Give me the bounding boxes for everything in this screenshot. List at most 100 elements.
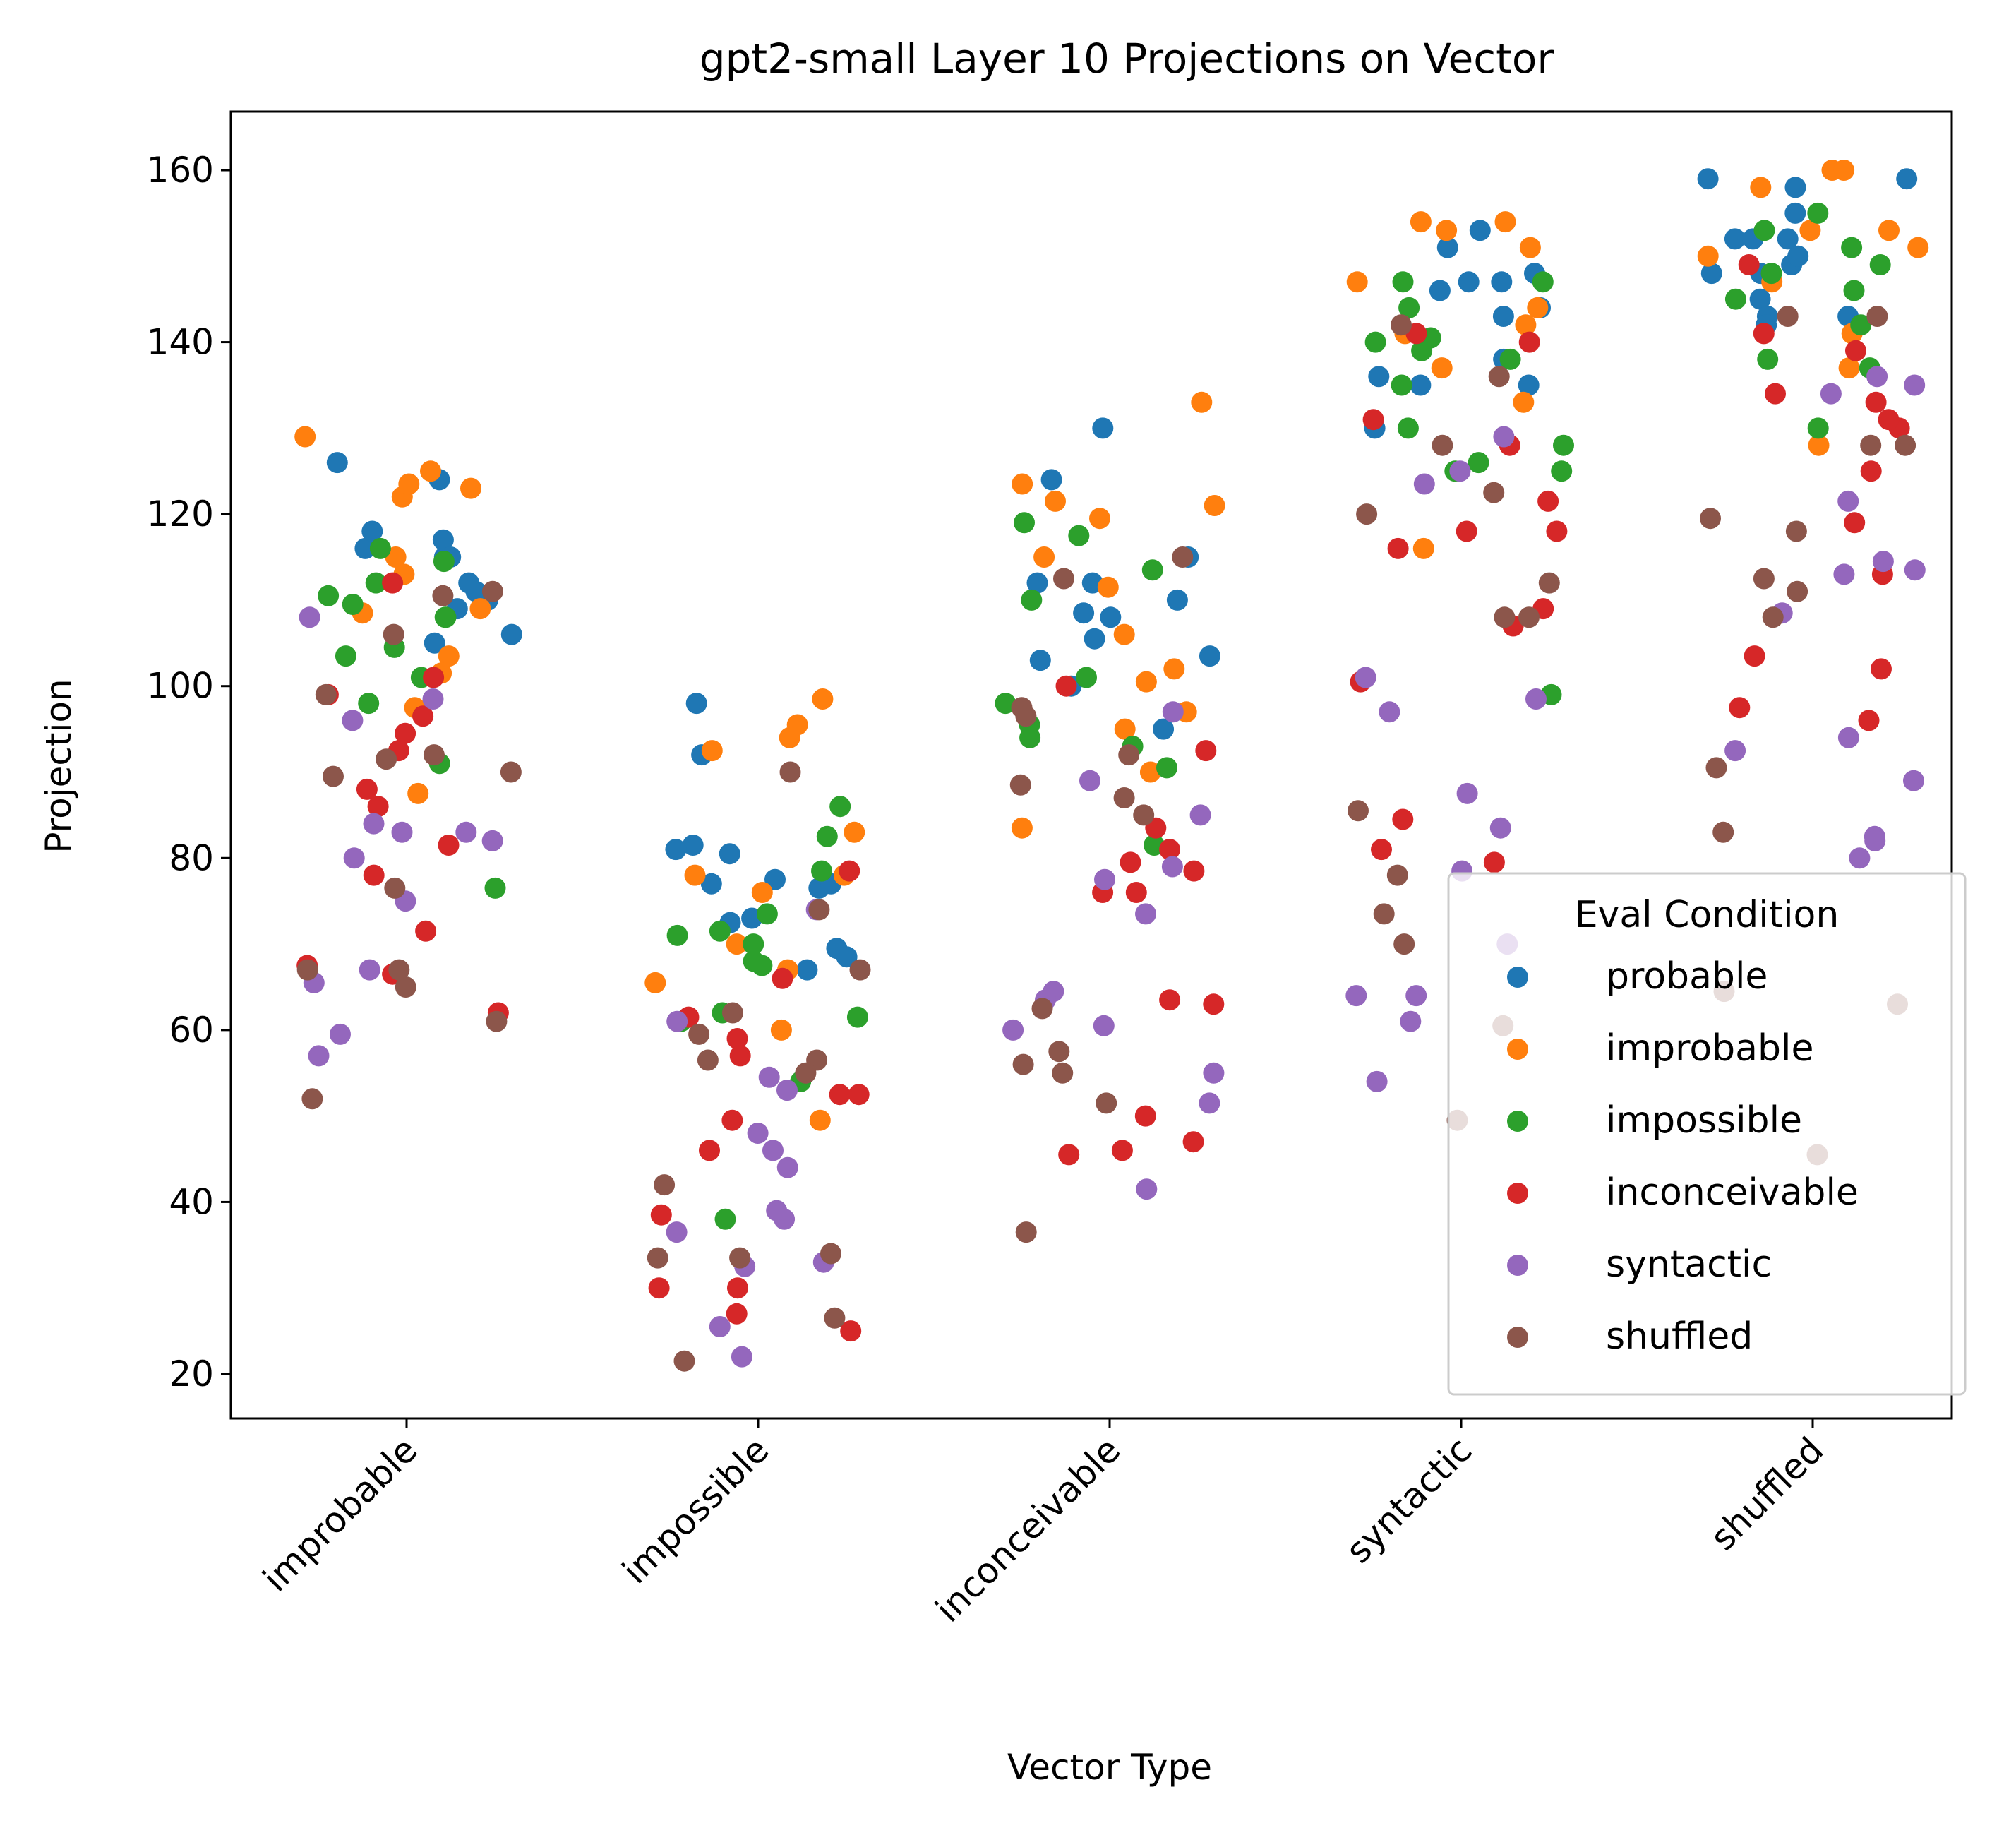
data-point-shuffled: [388, 959, 410, 981]
data-point-shuffled: [1753, 568, 1775, 590]
data-point-impossible: [484, 877, 506, 899]
data-point-syntactic: [1904, 559, 1926, 581]
data-point-inconceivable: [1546, 520, 1568, 542]
data-point-syntactic: [391, 821, 413, 843]
data-point-syntactic: [1872, 551, 1894, 573]
data-point-shuffled: [647, 1247, 668, 1269]
data-point-improbable: [1527, 297, 1549, 318]
plot-frame: [229, 110, 1953, 1420]
data-point-inconceivable: [729, 1045, 751, 1067]
data-point-inconceivable: [1865, 391, 1887, 413]
data-point-syntactic: [1493, 426, 1515, 448]
data-point-improbable: [1833, 160, 1855, 181]
legend-items: probable improbable impossible inconceivabl…: [1507, 955, 1859, 1358]
data-point-syntactic: [1355, 667, 1376, 688]
data-point-probable: [1777, 228, 1799, 250]
data-point-syntactic: [1489, 817, 1511, 839]
data-point-syntactic: [1820, 383, 1842, 405]
data-point-shuffled: [654, 1174, 676, 1196]
data-point-syntactic: [308, 1045, 330, 1067]
x-tick-label: impossible: [614, 1429, 776, 1591]
data-point-syntactic: [1161, 856, 1183, 878]
data-point-syntactic: [455, 821, 477, 843]
data-point-improbable: [1033, 546, 1055, 568]
data-point-probable: [1518, 374, 1540, 396]
x-tick-label: shuffled: [1703, 1429, 1832, 1558]
data-point-impossible: [1014, 512, 1035, 534]
data-point-probable: [1429, 280, 1451, 301]
data-point-impossible: [1551, 460, 1573, 482]
data-point-impossible: [1499, 348, 1521, 370]
data-point-shuffled: [1386, 864, 1408, 886]
data-point-inconceivable: [1055, 675, 1077, 697]
data-point-impossible: [1532, 271, 1554, 293]
legend-marker-improbable: [1507, 1039, 1528, 1060]
data-point-shuffled: [673, 1350, 695, 1372]
data-point-impossible: [1397, 417, 1419, 439]
data-point-shuffled: [432, 585, 454, 606]
data-point-inconceivable: [1120, 851, 1141, 873]
data-point-impossible: [1843, 280, 1865, 301]
data-point-improbable: [844, 821, 865, 843]
data-point-impossible: [743, 933, 764, 955]
legend-label-improbable: improbable: [1606, 1027, 1813, 1070]
data-point-syntactic: [1413, 473, 1435, 495]
data-point-inconceivable: [1387, 537, 1409, 559]
data-point-impossible: [1391, 374, 1412, 396]
data-point-shuffled: [1373, 903, 1395, 925]
y-tick-label: 20: [169, 1353, 214, 1394]
data-point-improbable: [726, 933, 748, 955]
data-point-impossible: [433, 551, 455, 573]
data-point-probable: [796, 959, 818, 981]
data-point-probable: [1787, 245, 1809, 267]
data-point-shuffled: [1860, 434, 1882, 456]
data-point-improbable: [1878, 220, 1900, 241]
data-point-impossible: [1760, 263, 1782, 285]
data-point-syntactic: [1379, 701, 1400, 723]
data-point-shuffled: [1785, 520, 1807, 542]
data-point-shuffled: [1705, 757, 1727, 779]
data-point-improbable: [1097, 576, 1119, 598]
data-point-improbable: [684, 864, 706, 886]
legend: Eval Condition probable improbable impossi…: [1447, 872, 1967, 1396]
data-point-improbable: [1139, 761, 1161, 783]
legend-label-syntactic: syntactic: [1606, 1243, 1772, 1286]
data-point-inconceivable: [1878, 409, 1900, 431]
data-point-impossible: [318, 585, 340, 606]
data-point-impossible: [816, 825, 838, 847]
data-point-shuffled: [323, 765, 344, 787]
data-point-inconceivable: [382, 572, 404, 594]
data-point-syntactic: [1864, 830, 1886, 851]
data-point-syntactic: [747, 1123, 769, 1144]
data-point-improbable: [1089, 508, 1110, 530]
data-point-shuffled: [1393, 933, 1415, 955]
data-point-impossible: [995, 693, 1016, 715]
data-point-syntactic: [1449, 460, 1471, 482]
data-point-probable: [354, 537, 376, 559]
data-point-inconceivable: [1537, 490, 1559, 512]
data-point-shuffled: [1052, 1062, 1074, 1084]
data-point-inconceivable: [1111, 1140, 1133, 1161]
legend-label-probable: probable: [1606, 955, 1768, 998]
data-point-inconceivable: [1183, 860, 1205, 882]
data-point-impossible: [1156, 757, 1177, 779]
data-point-improbable: [1346, 271, 1368, 293]
data-point-probable: [1073, 602, 1095, 624]
data-point-probable: [1492, 306, 1514, 327]
data-point-syntactic: [1002, 1019, 1024, 1041]
data-point-impossible: [709, 920, 731, 942]
data-point-syntactic: [342, 710, 364, 731]
data-point-impossible: [335, 645, 356, 667]
data-point-syntactic: [299, 606, 320, 628]
data-point-syntactic: [422, 688, 444, 710]
legend-label-impossible: impossible: [1606, 1099, 1802, 1142]
data-point-shuffled: [795, 1062, 817, 1084]
data-point-syntactic: [776, 1080, 798, 1101]
data-point-improbable: [786, 714, 808, 736]
data-point-inconceivable: [840, 1320, 862, 1342]
data-point-shuffled: [1895, 434, 1916, 456]
data-point-impossible: [1757, 348, 1779, 370]
data-point-syntactic: [762, 1140, 784, 1161]
data-point-impossible: [435, 606, 457, 628]
data-point-syntactic: [363, 813, 385, 835]
